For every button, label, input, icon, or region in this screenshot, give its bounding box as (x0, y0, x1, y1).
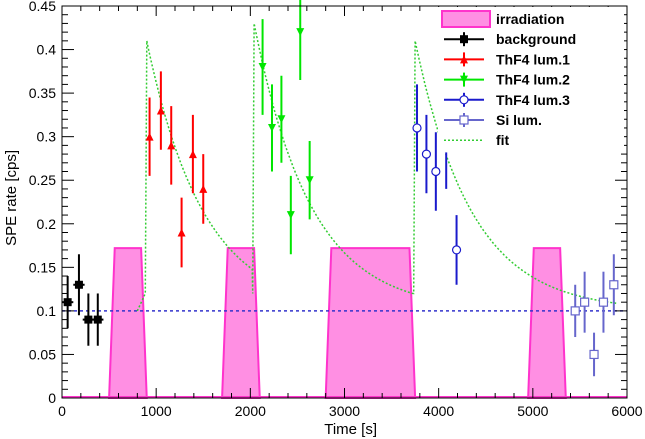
y-tick-label: 0.15 (29, 259, 56, 275)
lum3-point-2 (421, 149, 432, 159)
legend-entry-fit: fit (444, 132, 510, 148)
legend-label-fit: fit (496, 132, 510, 148)
lum1-point-6 (199, 184, 208, 193)
lum2-point-2 (267, 123, 276, 132)
legend-label-irradiation: irradiation (496, 11, 564, 27)
legend-key-marker-si (459, 115, 469, 125)
x-tick-label: 4000 (423, 403, 454, 419)
x-tick-label: 2000 (235, 403, 266, 419)
lum1-point-4 (177, 228, 186, 237)
irradiation-block-2 (221, 247, 261, 399)
x-tick-label: 0 (58, 403, 66, 419)
lum1-point-2 (156, 106, 165, 115)
y-tick-label: 0 (48, 390, 56, 406)
lum3-point-1 (412, 123, 422, 133)
y-tick-label: 0.05 (29, 346, 56, 362)
lum3-point-3 (431, 166, 441, 177)
fit-layer (62, 23, 627, 312)
y-tick-label: 0.1 (37, 303, 57, 319)
x-tick-label: 3000 (329, 403, 360, 419)
si-point-5 (609, 280, 619, 290)
legend-entry-si: Si lum. (444, 112, 542, 128)
x-tick-label: 6000 (611, 403, 642, 419)
series-si (570, 254, 619, 377)
legend-key-marker-lum1 (460, 55, 468, 64)
si-point-3 (589, 349, 599, 360)
legend-label-lum2: ThF4 lum.2 (496, 72, 570, 88)
y-tick-label: 0.4 (37, 42, 57, 58)
legend-key-irradiation (441, 10, 491, 28)
si-point-4 (598, 297, 609, 307)
lum1-point-1 (145, 132, 154, 141)
axis-layer: 0 1000 2000 3000 4000 5000 6000 0 0.05 0.1 0.15 0.2… (29, 0, 643, 419)
legend-entry-lum1: ThF4 lum.1 (444, 51, 570, 67)
y-tick-label: 0.2 (37, 216, 57, 232)
background-point-3 (84, 315, 93, 324)
legend-entry-lum2: ThF4 lum.2 (444, 72, 570, 88)
lum2-point-3 (277, 115, 286, 124)
legend-label-lum3: ThF4 lum.3 (496, 92, 570, 108)
y-tick-label: 0.25 (29, 172, 56, 188)
irradiation-block-4 (527, 247, 567, 399)
legend-entry-irradiation: irradiation (441, 10, 564, 28)
legend-key-marker-lum2 (460, 75, 468, 84)
legend-key-marker-background (460, 35, 468, 44)
irradiation-block-3 (324, 247, 417, 399)
series-layer (62, 0, 619, 377)
si-point-2 (580, 297, 590, 307)
lum1-point-5 (188, 150, 197, 159)
x-axis-title: Time [s] (324, 421, 377, 438)
background-point-4 (93, 315, 102, 324)
lum3-point-5 (451, 245, 462, 255)
legend-key-marker-lum3 (459, 95, 469, 105)
series-lum1 (145, 71, 208, 268)
legend-label-lum1: ThF4 lum.1 (496, 51, 570, 67)
lum2-point-5 (296, 28, 305, 37)
legend-label-si: Si lum. (496, 112, 542, 128)
legend-entry-lum3: ThF4 lum.3 (444, 92, 570, 108)
legend-label-background: background (496, 31, 576, 47)
lum2-point-4 (286, 211, 295, 220)
si-point-1 (570, 306, 580, 316)
series-lum2 (258, 0, 314, 255)
y-tick-label: 0.35 (29, 85, 56, 101)
fit-curve (136, 23, 617, 312)
y-tick-label: 0.3 (37, 129, 57, 145)
lum1-point-3 (167, 141, 176, 150)
x-tick-label: 5000 (517, 403, 548, 419)
irradiation-block-1 (108, 247, 148, 399)
background-point-2 (74, 280, 83, 289)
legend-entry-background: background (444, 31, 576, 47)
x-tick-label: 1000 (141, 403, 172, 419)
lum2-point-6 (305, 176, 314, 185)
y-axis-title: SPE rate [cps] (3, 150, 20, 246)
legend: irradiation background ThF4 lum.1 ThF4 lum.… (438, 7, 624, 153)
y-tick-label: 0.45 (29, 0, 56, 14)
lum2-point-1 (258, 62, 267, 71)
